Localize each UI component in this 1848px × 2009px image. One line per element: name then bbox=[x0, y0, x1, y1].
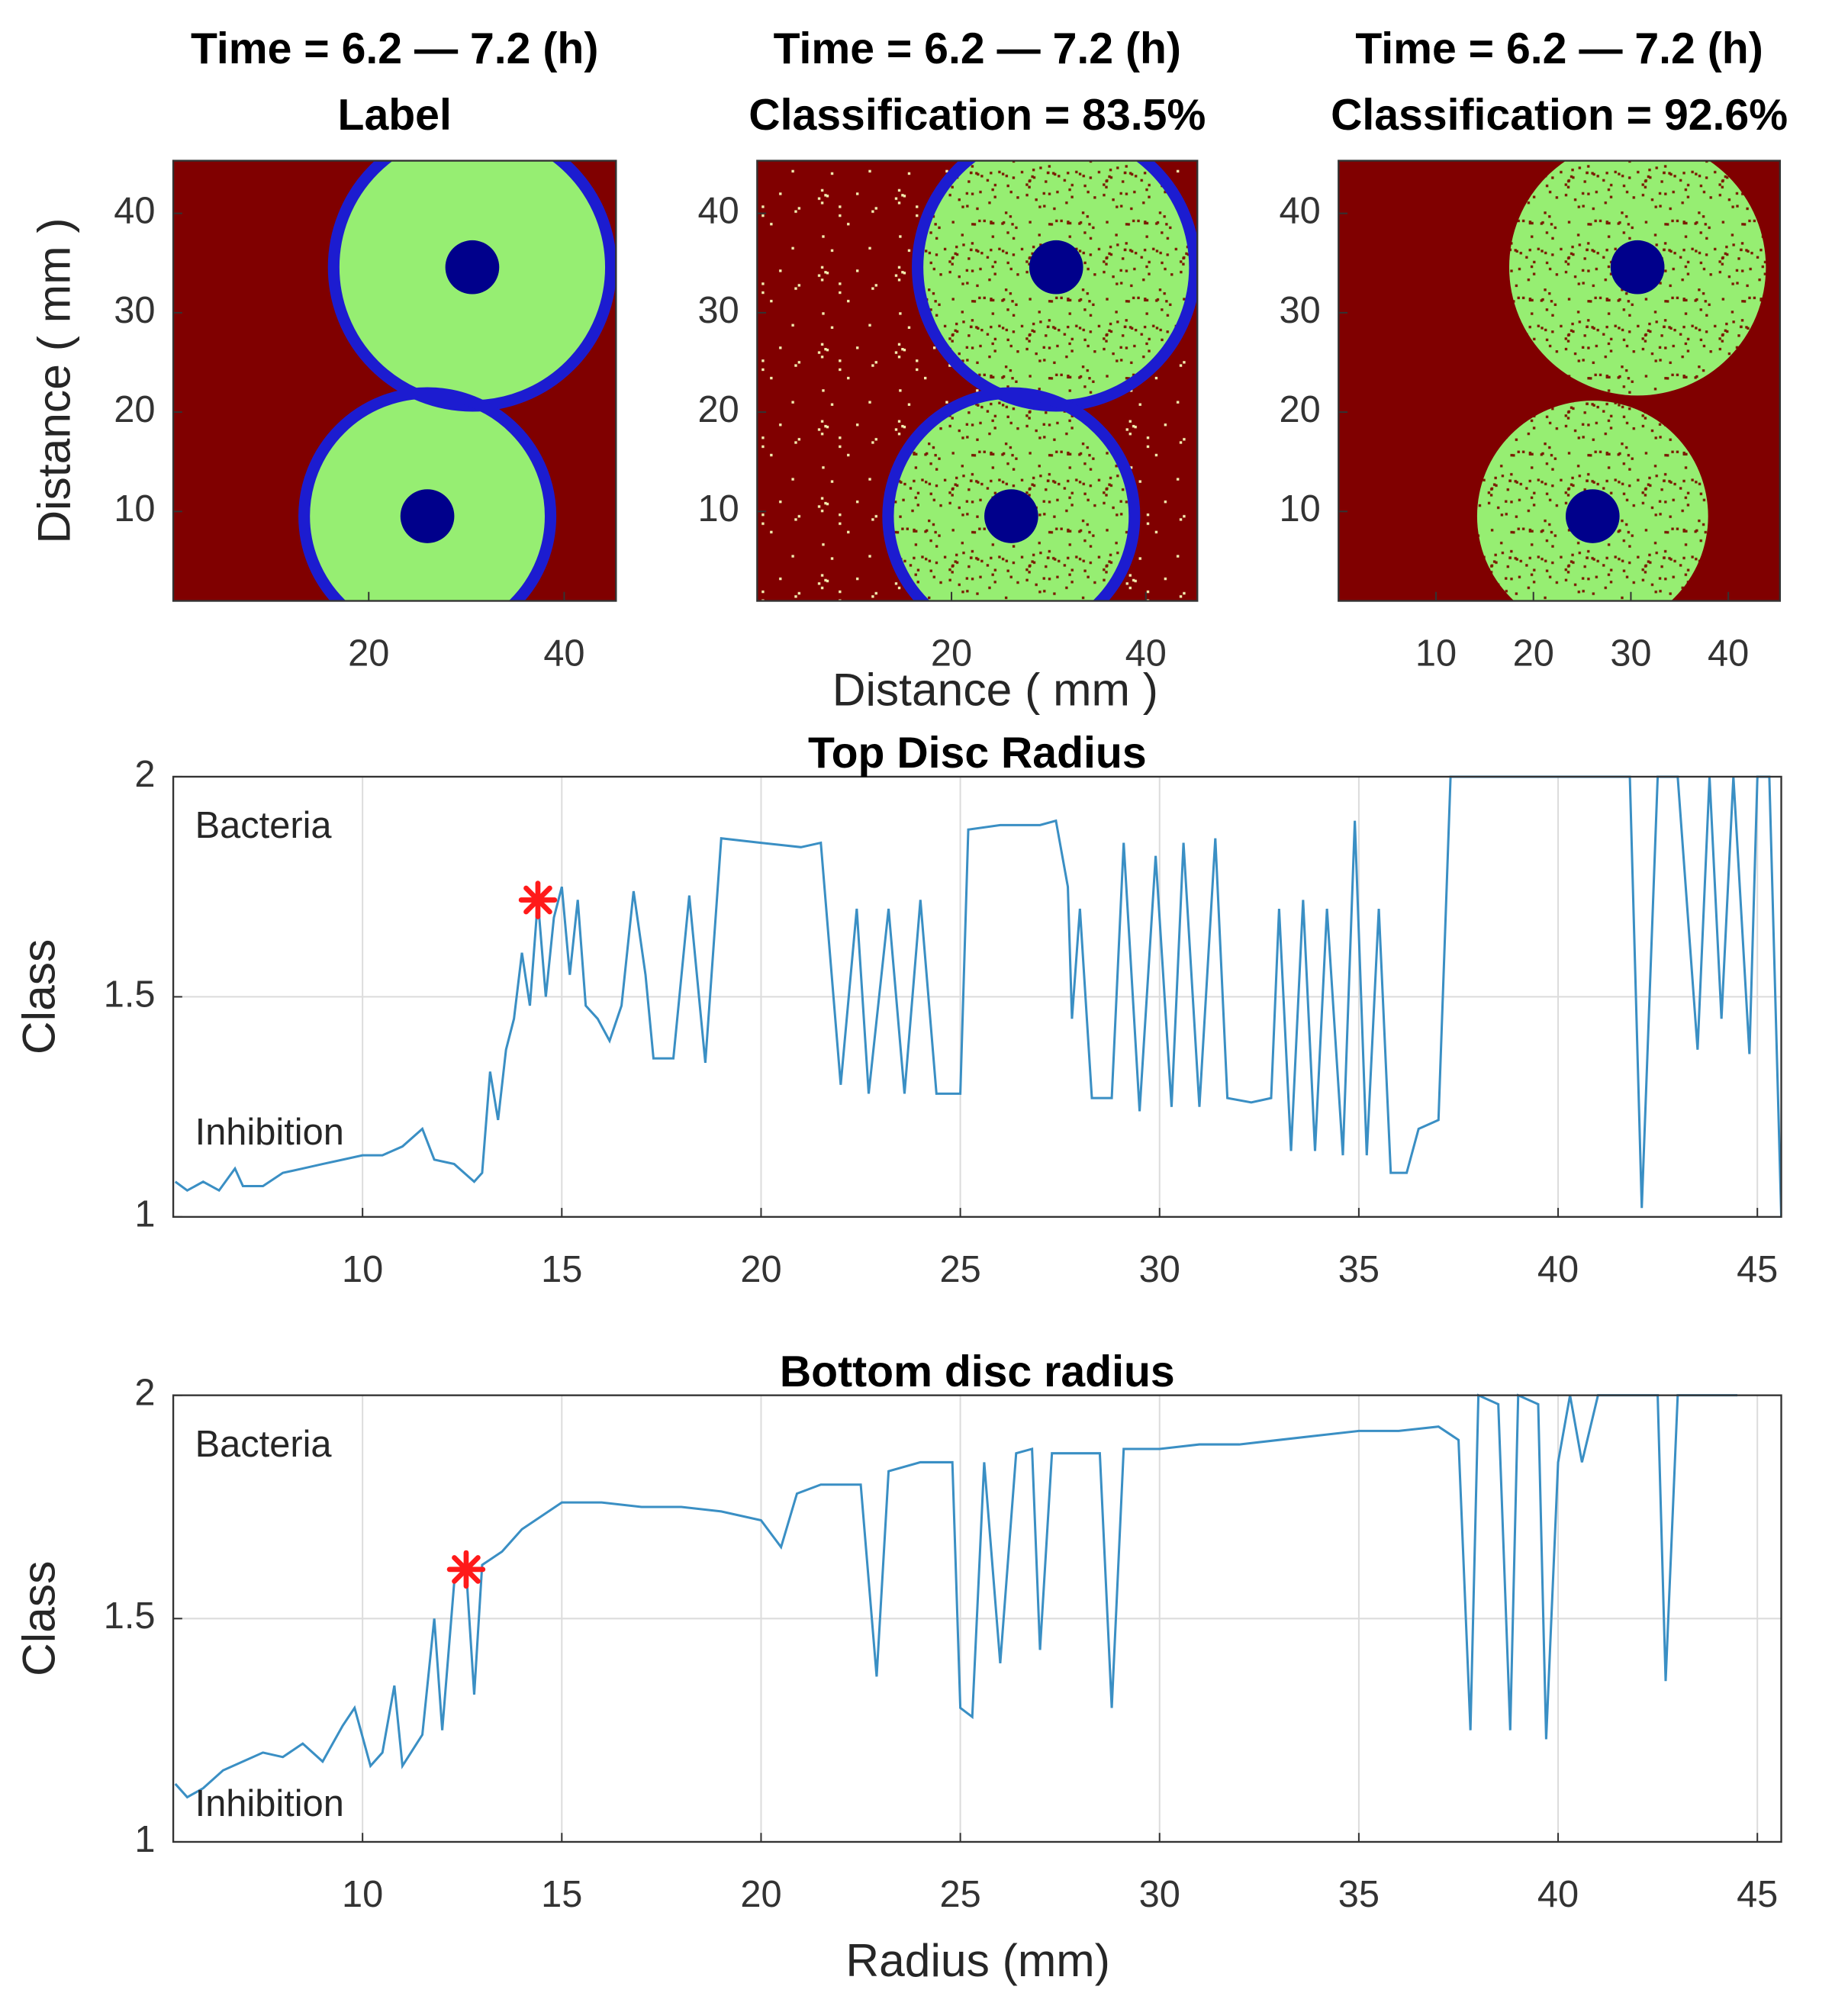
x-tick-label: 45 bbox=[1737, 1249, 1778, 1290]
y-tick-label: 10 bbox=[698, 488, 739, 530]
chart-title: Classification = 92.6% bbox=[1331, 91, 1788, 140]
y-tick-label: 20 bbox=[1279, 389, 1320, 430]
y-tick-label: 30 bbox=[698, 290, 739, 331]
x-tick-label: 40 bbox=[1537, 1249, 1579, 1290]
y-tick-label: 10 bbox=[114, 488, 155, 530]
chart-title: Label bbox=[338, 91, 452, 140]
y-axis-label: Distance ( mm ) bbox=[28, 217, 80, 543]
x-tick-label: 10 bbox=[342, 1249, 383, 1290]
line bbox=[174, 775, 1782, 1217]
disc bbox=[984, 489, 1038, 543]
chart-title: Bottom disc radius bbox=[780, 1347, 1175, 1396]
x-tick-label: 20 bbox=[740, 1249, 781, 1290]
x-tick-label: 20 bbox=[348, 633, 389, 674]
x-tick-label: 25 bbox=[939, 1249, 980, 1290]
chart-title: Top Disc Radius bbox=[808, 729, 1147, 778]
chart-title: Time = 6.2 — 7.2 (h) bbox=[1355, 24, 1763, 73]
y-tick-label: 40 bbox=[698, 191, 739, 232]
y-tick-label: 1.5 bbox=[104, 1595, 156, 1637]
y-axis-label: Class bbox=[13, 939, 65, 1054]
y-axis-label: Class bbox=[13, 1561, 65, 1676]
marker-stroke bbox=[523, 885, 552, 915]
x-tick-label: 30 bbox=[1139, 1874, 1180, 1915]
x-tick-label: 40 bbox=[1537, 1874, 1579, 1915]
y-tick-label: 40 bbox=[114, 191, 155, 232]
y-tick-label: 1 bbox=[134, 1194, 155, 1235]
axes-box bbox=[1338, 159, 1782, 602]
line bbox=[174, 1393, 1738, 1799]
axes-box bbox=[172, 159, 617, 602]
image bbox=[757, 160, 1198, 601]
x-tick-label: 25 bbox=[939, 1874, 980, 1915]
annotation: Bacteria bbox=[195, 1424, 333, 1465]
x-tick-label: 45 bbox=[1737, 1874, 1778, 1915]
y-tick-label: 30 bbox=[114, 290, 155, 331]
image bbox=[173, 160, 617, 601]
x-tick-label: 40 bbox=[1708, 633, 1749, 674]
y-tick-label: 2 bbox=[134, 754, 155, 795]
y-tick-label: 1 bbox=[134, 1819, 155, 1860]
y-tick-label: 20 bbox=[114, 389, 155, 430]
zone-outline bbox=[298, 387, 557, 601]
axes-box bbox=[756, 159, 1199, 602]
x-tick-label: 35 bbox=[1338, 1249, 1380, 1290]
disc bbox=[1610, 240, 1665, 295]
annotation: Inhibition bbox=[195, 1783, 344, 1824]
y-tick-label: 2 bbox=[134, 1373, 155, 1414]
x-tick-label: 30 bbox=[1139, 1249, 1180, 1290]
x-axis-label: Distance ( mm ) bbox=[832, 664, 1158, 716]
x-tick-label: 20 bbox=[1513, 633, 1554, 674]
marker-stroke bbox=[452, 1555, 481, 1584]
y-tick-label: 10 bbox=[1279, 488, 1320, 530]
x-tick-label: 20 bbox=[740, 1874, 781, 1915]
y-tick-label: 1.5 bbox=[104, 974, 156, 1015]
marker bbox=[446, 1550, 486, 1589]
x-tick-label: 30 bbox=[1610, 633, 1651, 674]
disc bbox=[400, 489, 455, 543]
chart-title: Classification = 83.5% bbox=[749, 91, 1206, 140]
annotation: Bacteria bbox=[195, 805, 333, 846]
x-axis-label: Radius (mm) bbox=[845, 1934, 1110, 1986]
x-tick-label: 10 bbox=[342, 1874, 383, 1915]
disc bbox=[1565, 489, 1620, 543]
x-tick-label: 40 bbox=[543, 633, 584, 674]
disc bbox=[445, 240, 500, 295]
x-tick-label: 40 bbox=[1125, 633, 1167, 674]
x-tick-label: 15 bbox=[541, 1249, 582, 1290]
axes-box bbox=[172, 775, 1782, 1219]
x-tick-label: 10 bbox=[1415, 633, 1457, 674]
x-tick-label: 20 bbox=[931, 633, 972, 674]
y-tick-label: 20 bbox=[698, 389, 739, 430]
y-tick-label: 30 bbox=[1279, 290, 1320, 331]
chart-title: Time = 6.2 — 7.2 (h) bbox=[191, 24, 598, 73]
disc bbox=[1029, 240, 1083, 295]
zone-outline bbox=[882, 387, 1141, 601]
annotation: Inhibition bbox=[195, 1112, 344, 1153]
chart-title: Time = 6.2 — 7.2 (h) bbox=[774, 24, 1181, 73]
axes-box bbox=[172, 1394, 1782, 1843]
x-tick-label: 15 bbox=[541, 1874, 582, 1915]
x-tick-label: 35 bbox=[1338, 1874, 1380, 1915]
marker bbox=[518, 881, 558, 919]
image bbox=[1338, 160, 1780, 601]
y-tick-label: 40 bbox=[1279, 191, 1320, 232]
